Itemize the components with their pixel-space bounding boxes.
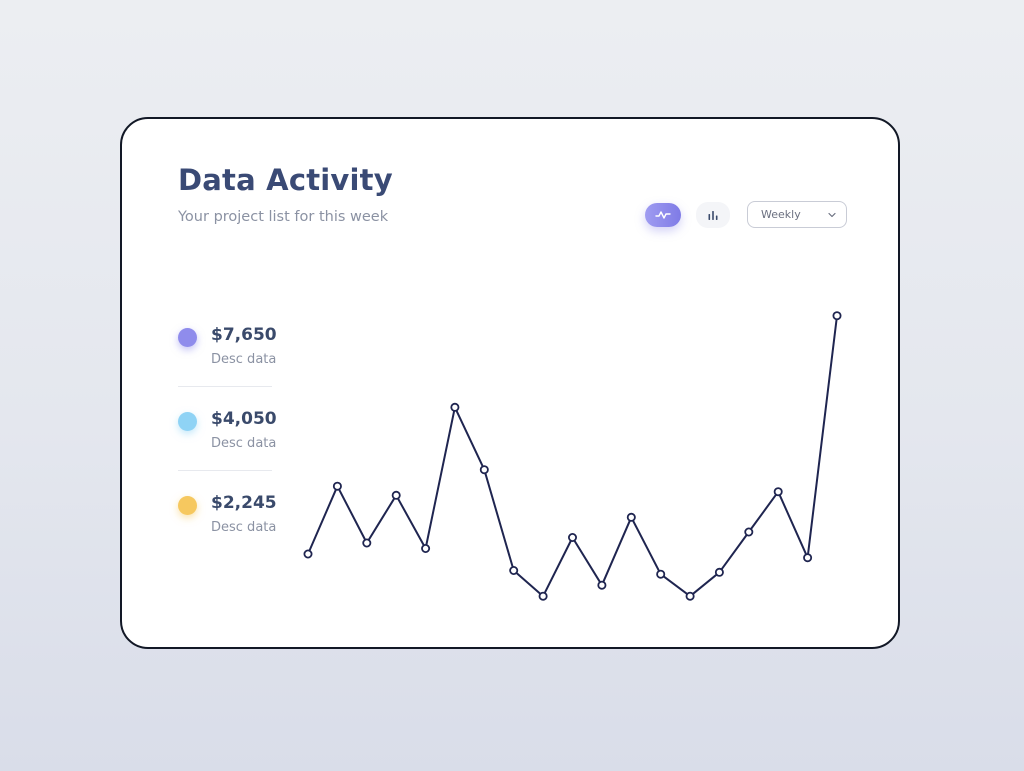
line-view-button[interactable] — [645, 203, 681, 227]
data-point[interactable] — [303, 549, 313, 559]
data-point[interactable] — [450, 402, 460, 412]
data-point[interactable] — [626, 512, 636, 522]
line-chart-icon — [655, 211, 671, 219]
blue-dot-icon — [178, 412, 197, 431]
series-line — [307, 315, 838, 598]
stat-desc: Desc data — [211, 436, 277, 451]
data-point[interactable] — [362, 538, 372, 548]
bar-chart-icon — [708, 210, 718, 220]
page-title: Data Activity — [178, 163, 393, 197]
data-activity-card: Data Activity Your project list for this… — [120, 117, 900, 649]
period-select-value: Weekly — [761, 208, 801, 221]
data-point[interactable] — [479, 465, 489, 475]
stat-value: $2,245 — [211, 493, 277, 513]
bar-view-button[interactable] — [696, 202, 730, 228]
data-point[interactable] — [714, 567, 724, 577]
divider — [178, 386, 272, 387]
page-subtitle: Your project list for this week — [178, 209, 389, 225]
data-point[interactable] — [597, 580, 607, 590]
chevron-down-icon — [828, 212, 836, 217]
data-point[interactable] — [685, 591, 695, 601]
stat-desc: Desc data — [211, 520, 277, 535]
yellow-dot-icon — [178, 496, 197, 515]
period-select[interactable]: Weekly — [747, 201, 847, 228]
data-point[interactable] — [332, 481, 342, 491]
divider — [178, 470, 272, 471]
data-point[interactable] — [832, 311, 842, 321]
data-point[interactable] — [567, 532, 577, 542]
data-point[interactable] — [391, 490, 401, 500]
purple-dot-icon — [178, 328, 197, 347]
stat-value: $4,050 — [211, 409, 277, 429]
data-point[interactable] — [744, 527, 754, 537]
data-point[interactable] — [538, 591, 548, 601]
data-point[interactable] — [803, 553, 813, 563]
data-point[interactable] — [656, 569, 666, 579]
data-point[interactable] — [509, 565, 519, 575]
stat-value: $7,650 — [211, 325, 277, 345]
stat-desc: Desc data — [211, 352, 277, 367]
activity-line-chart — [303, 311, 842, 601]
data-point[interactable] — [421, 543, 431, 553]
data-point[interactable] — [773, 487, 783, 497]
